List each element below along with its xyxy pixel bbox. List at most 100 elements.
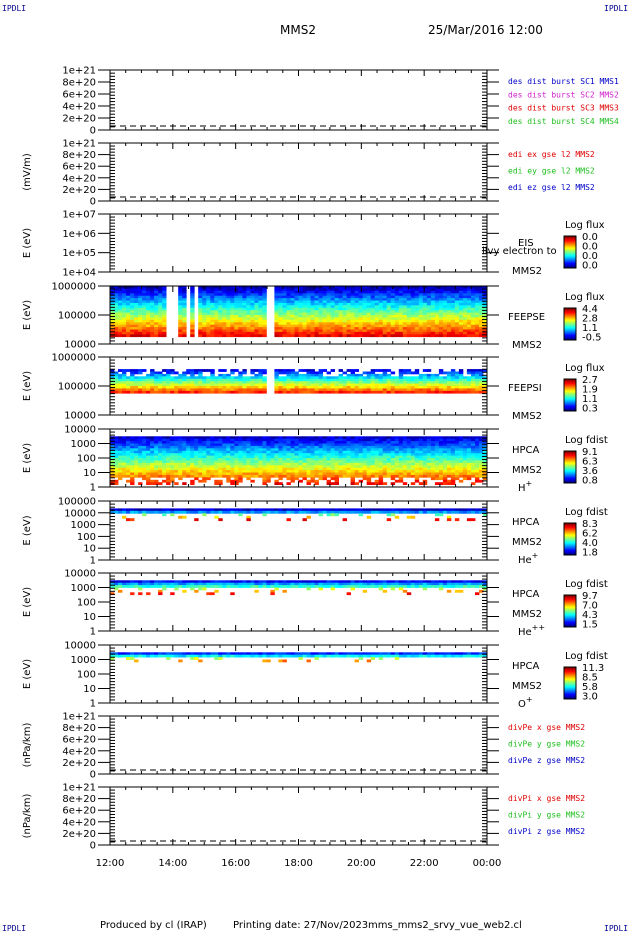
y-axis-label: E (eV) <box>22 587 33 617</box>
panel-frame <box>109 213 488 273</box>
y-tick-label: 8e+20 <box>62 78 96 89</box>
y-tick-label: 1e+06 <box>62 229 96 240</box>
legend-entry: divPe y gse MMS2 <box>508 740 585 749</box>
y-tick-label: 8e+20 <box>62 150 96 161</box>
colorbar <box>563 378 577 412</box>
y-tick-label: 2e+20 <box>62 829 96 840</box>
species-label: H+ <box>518 479 532 494</box>
y-tick-label: 10 <box>83 612 96 623</box>
y-tick-label: 0 <box>90 126 96 137</box>
legend-entry: divPi y gse MMS2 <box>508 811 585 820</box>
colorbar-tick-label: 6.2 <box>582 529 598 540</box>
spacecraft-label: MMS2 <box>512 340 542 351</box>
colorbar-title: Log fdist <box>565 651 608 662</box>
legend-entry: divPe x gse MMS2 <box>508 723 585 732</box>
colorbar <box>563 522 577 556</box>
colorbar <box>563 450 577 484</box>
panel-edi <box>98 142 499 202</box>
y-tick-label: 1000000 <box>51 353 96 364</box>
y-tick-label: 2e+20 <box>62 185 96 196</box>
colorbar <box>563 235 577 269</box>
date-time: 25/Mar/2016 12:00 <box>428 23 543 37</box>
colorbar-tick-label: 0.8 <box>582 476 598 487</box>
y-axis-label: (nPa/km) <box>22 723 33 768</box>
colorbar-tick-label: 0.0 <box>582 261 598 272</box>
y-tick-label: 1e+07 <box>62 210 96 221</box>
y-tick-label: 1e+05 <box>62 248 96 259</box>
colorbar-tick-label: 1.9 <box>582 385 598 396</box>
y-tick-label: 10000 <box>64 569 96 580</box>
y-tick-label: 1e+21 <box>62 66 96 77</box>
legend-entry: edi ez gse l2 MMS2 <box>508 183 595 192</box>
footer-printing-date: Printing date: 27/Nov/2023 <box>233 920 369 931</box>
footer-filename: mms_mms2_srvy_vue_web2.cl <box>368 920 522 931</box>
legend-entry: des dist burst SC2 MMS2 <box>508 90 619 99</box>
panel-divpi <box>98 786 499 846</box>
y-tick-label: 100 <box>77 670 96 681</box>
colorbar-tick-label: 6.3 <box>582 457 598 468</box>
y-tick-label: 6e+20 <box>62 806 96 817</box>
instrument-label: HPCA <box>512 589 540 600</box>
spacecraft-label: MMS2 <box>512 266 542 277</box>
y-tick-label: 4e+20 <box>62 173 96 184</box>
y-tick-label: 2e+20 <box>62 758 96 769</box>
panel-hpca_o <box>98 644 577 704</box>
panel-feepsi <box>98 356 577 416</box>
y-tick-label: 10000 <box>64 340 96 351</box>
colorbar-tick-label: 9.1 <box>582 447 598 458</box>
x-tick-label: 20:00 <box>347 858 376 869</box>
corner-label-top-right: IPDLI <box>604 4 629 13</box>
instrument-label: FEEPSE <box>508 312 545 323</box>
spacecraft-label: MMS2 <box>512 681 542 692</box>
legend-entry: edi ey gse l2 MMS2 <box>508 167 595 176</box>
y-tick-label: 10000 <box>64 425 96 436</box>
y-tick-label: 4e+20 <box>62 102 96 113</box>
colorbar-tick-label: 4.3 <box>582 610 598 621</box>
y-tick-label: 1 <box>90 699 96 710</box>
y-tick-label: 4e+20 <box>62 817 96 828</box>
colorbar <box>563 307 577 341</box>
y-tick-label: 10000 <box>64 641 96 652</box>
y-tick-label: 2e+20 <box>62 114 96 125</box>
y-tick-label: 1e+21 <box>62 139 96 150</box>
colorbar-tick-label: 0.0 <box>582 251 598 262</box>
y-axis-label: E (eV) <box>22 228 33 258</box>
panel-hpca_he <box>98 500 577 561</box>
panel-feepse <box>98 285 577 345</box>
y-tick-label: 10000 <box>64 411 96 422</box>
colorbar-tick-label: 1.1 <box>582 323 598 334</box>
colorbar-title: Log flux <box>565 220 605 231</box>
y-tick-label: 1 <box>90 483 96 494</box>
legend-entry: divPi z gse MMS2 <box>508 827 585 836</box>
species-label: He++ <box>518 623 545 638</box>
y-tick-label: 1000 <box>71 520 96 531</box>
y-axis-label: E (eV) <box>22 443 33 473</box>
colorbar-tick-label: -0.5 <box>582 333 602 344</box>
y-tick-label: 4e+20 <box>62 746 96 757</box>
colorbar-tick-label: 9.7 <box>582 591 598 602</box>
y-tick-label: 1000 <box>71 655 96 666</box>
y-axis-label: E (eV) <box>22 515 33 545</box>
colorbar-title: Log fdist <box>565 507 608 518</box>
panel-frame <box>109 142 488 202</box>
x-tick-label: 12:00 <box>96 858 125 869</box>
y-tick-label: 8e+20 <box>62 794 96 805</box>
y-tick-label: 6e+20 <box>62 90 96 101</box>
corner-label-bottom-left: IPDLI <box>2 924 27 933</box>
colorbar-tick-label: 4.4 <box>582 304 598 315</box>
x-tick-label: 18:00 <box>284 858 313 869</box>
spacecraft-label: MMS2 <box>512 465 542 476</box>
colorbar-tick-label: 1.8 <box>582 548 598 559</box>
y-tick-label: 100 <box>77 598 96 609</box>
colorbar-title: Log fdist <box>565 579 608 590</box>
x-tick-label: 16:00 <box>221 858 250 869</box>
panel-frame <box>109 69 488 131</box>
y-axis-label: E (eV) <box>22 300 33 330</box>
y-axis-label: E (eV) <box>22 659 33 689</box>
x-tick-label: 22:00 <box>410 858 439 869</box>
panel-divpe <box>98 715 499 775</box>
y-tick-label: 100000 <box>58 311 96 322</box>
instrument-label: FEEPSI <box>508 383 542 394</box>
y-tick-label: 1000 <box>71 583 96 594</box>
